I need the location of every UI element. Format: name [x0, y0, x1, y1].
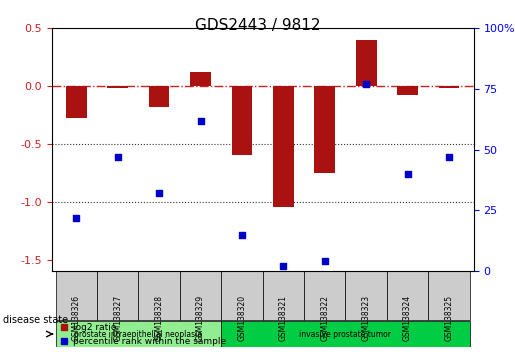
- Text: GSM138327: GSM138327: [113, 295, 122, 342]
- Text: GSM138322: GSM138322: [320, 295, 329, 341]
- Text: GSM138323: GSM138323: [362, 295, 371, 342]
- Bar: [356, 40, 376, 86]
- Point: [403, 171, 411, 177]
- Text: disease state: disease state: [3, 315, 67, 325]
- FancyBboxPatch shape: [221, 271, 263, 320]
- FancyBboxPatch shape: [221, 321, 470, 347]
- Bar: [397, 86, 418, 95]
- Text: GSM138321: GSM138321: [279, 295, 288, 341]
- Text: GSM138328: GSM138328: [154, 295, 164, 341]
- Point: [362, 81, 370, 87]
- FancyBboxPatch shape: [56, 271, 97, 320]
- Bar: [439, 86, 459, 88]
- Text: GSM138326: GSM138326: [72, 295, 81, 342]
- Point: [279, 263, 287, 269]
- Bar: [314, 86, 335, 173]
- FancyBboxPatch shape: [263, 271, 304, 320]
- Bar: [232, 86, 252, 155]
- Point: [196, 118, 204, 124]
- FancyBboxPatch shape: [139, 271, 180, 320]
- FancyBboxPatch shape: [428, 271, 470, 320]
- Bar: [190, 72, 211, 86]
- Point: [114, 154, 122, 160]
- Text: GSM138325: GSM138325: [444, 295, 454, 342]
- Text: GSM138324: GSM138324: [403, 295, 412, 342]
- Text: GSM138320: GSM138320: [237, 295, 247, 342]
- Point: [238, 232, 246, 238]
- Point: [72, 215, 80, 221]
- Bar: [149, 86, 169, 107]
- FancyBboxPatch shape: [304, 271, 346, 320]
- FancyBboxPatch shape: [346, 271, 387, 320]
- Point: [155, 190, 163, 196]
- Point: [321, 258, 329, 264]
- Bar: [108, 86, 128, 88]
- Legend: log2 ratio, percentile rank within the sample: log2 ratio, percentile rank within the s…: [56, 320, 230, 349]
- Bar: [66, 86, 87, 119]
- FancyBboxPatch shape: [180, 271, 221, 320]
- Text: invasive prostate tumor: invasive prostate tumor: [299, 330, 391, 338]
- Text: prostate intraepithelial neoplasia: prostate intraepithelial neoplasia: [74, 330, 202, 338]
- FancyBboxPatch shape: [56, 321, 221, 347]
- Bar: [273, 86, 294, 207]
- Text: GDS2443 / 9812: GDS2443 / 9812: [195, 18, 320, 33]
- Point: [445, 154, 453, 160]
- FancyBboxPatch shape: [387, 271, 428, 320]
- FancyBboxPatch shape: [97, 271, 139, 320]
- Text: GSM138329: GSM138329: [196, 295, 205, 342]
